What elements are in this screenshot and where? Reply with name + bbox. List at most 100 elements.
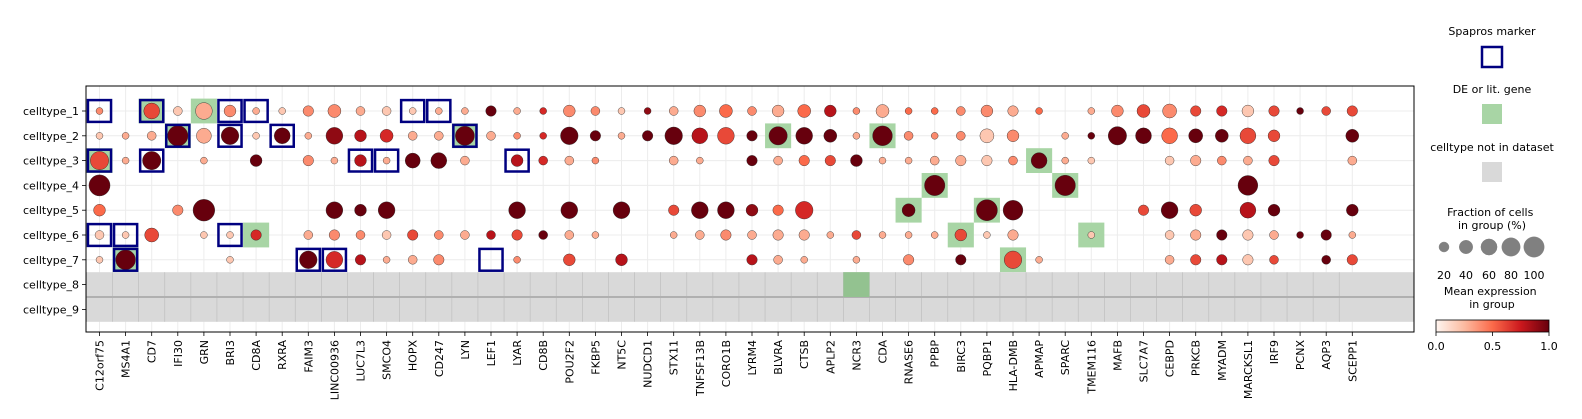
expression-dot [434, 230, 444, 240]
fraction-legend-label: 100 [1524, 269, 1545, 282]
expression-dot [192, 199, 215, 222]
expression-dot [355, 230, 366, 240]
x-tick-label: CDA [877, 340, 890, 364]
expression-dot [302, 155, 314, 167]
de-gene-cell [843, 272, 870, 297]
x-tick-label: PPBP [929, 340, 942, 368]
expression-dot [327, 104, 342, 118]
x-tick-label: NCR3 [850, 340, 863, 371]
expression-dot [772, 229, 784, 241]
expression-dot [1007, 229, 1019, 241]
x-tick-label: SLC7A7 [1138, 340, 1151, 382]
expression-dot [407, 229, 419, 241]
y-tick-labels: celltype_1 celltype_2 celltype_3 celltype_4… [23, 105, 86, 316]
expression-dot [773, 255, 783, 265]
expression-dot [1237, 175, 1258, 196]
expression-dot [1189, 204, 1202, 217]
expression-dot [1217, 155, 1227, 166]
spapros-marker-box [86, 222, 113, 248]
expression-dot [354, 204, 367, 217]
expression-dot [513, 132, 521, 140]
y-tick-label: celltype_4 [23, 179, 79, 192]
x-tick-label: MARCKSL1 [1242, 340, 1255, 399]
not-in-dataset-row [86, 297, 1414, 322]
expression-dot [1296, 231, 1304, 239]
fraction-size-legend: 20 40 60 80 100 [1437, 236, 1545, 282]
expression-dot [872, 125, 893, 146]
expression-dot [226, 231, 234, 239]
expression-dot [1164, 255, 1175, 265]
x-tick-label: APMAP [1033, 340, 1046, 378]
expression-dot [717, 127, 735, 145]
expression-dot [563, 253, 576, 266]
expression-dot [1087, 231, 1095, 239]
x-tick-label: LUC7L3 [355, 340, 368, 381]
expression-dot [223, 104, 237, 118]
expression-dot [878, 156, 887, 165]
expression-dot [850, 154, 863, 167]
expression-dot [1348, 231, 1356, 239]
expression-dot [1004, 250, 1022, 269]
legend-spapros-swatch [1480, 45, 1504, 69]
expression-dot [147, 131, 157, 141]
expression-dot [382, 256, 391, 264]
x-tick-label: POU2F2 [563, 340, 576, 384]
expression-dot [1268, 105, 1280, 117]
expression-dot [1320, 229, 1332, 241]
y-tick-label: celltype_9 [23, 303, 79, 316]
expression-dot [274, 127, 291, 144]
expression-dot [200, 156, 208, 165]
expression-dot [1346, 204, 1359, 217]
expression-dot [983, 231, 991, 239]
expression-dot [142, 151, 162, 170]
expression-dot [930, 155, 940, 166]
expression-dot [954, 228, 967, 242]
expression-dot [1321, 255, 1331, 265]
expression-dot [382, 156, 391, 165]
spapros-marker-box [165, 123, 191, 148]
x-tick-label: IFI30 [172, 340, 185, 367]
spapros-marker-box [138, 148, 165, 173]
expression-dot [95, 107, 104, 115]
x-tick-label: GRN [198, 340, 211, 364]
legend-spapros-title: Spapros marker [1448, 25, 1536, 38]
expression-dot [430, 152, 447, 169]
expression-dot [538, 155, 548, 166]
x-tick-label: AQP3 [1320, 340, 1333, 370]
not-in-dataset-row [86, 272, 1414, 297]
x-tick-label: NT5C [616, 340, 629, 370]
plot-frame [85, 85, 1415, 333]
expression-dot [144, 227, 159, 243]
fraction-legend-dot [1480, 238, 1498, 256]
expression-dot [325, 201, 343, 219]
y-tick-label: celltype_3 [23, 155, 79, 168]
expression-dot [924, 174, 946, 196]
expression-dot [221, 126, 239, 145]
expression-dot [379, 129, 394, 143]
expression-dot [695, 230, 705, 240]
expression-dot [354, 154, 367, 167]
x-tick-label: SMCO4 [381, 340, 394, 380]
expression-dot [511, 229, 523, 241]
expression-dot [875, 104, 890, 118]
x-tick-label: HLA-DMB [1007, 340, 1020, 391]
expression-dot [1006, 129, 1020, 142]
expression-dot [1345, 129, 1360, 143]
x-tick-label: PQBP1 [981, 340, 994, 376]
expression-dot [772, 204, 784, 216]
spapros-marker-box [243, 98, 269, 124]
x-tick-label: LINC00936 [328, 340, 341, 400]
expression-dot [433, 254, 445, 266]
expression-dot [589, 130, 601, 142]
expression-dot [798, 155, 810, 167]
x-tick-label: APLP2 [824, 340, 837, 374]
expression-dot [461, 107, 469, 115]
y-tick-label: celltype_2 [23, 130, 79, 143]
expression-dot [93, 204, 106, 217]
expression-dot [1190, 155, 1202, 167]
expression-dot [1138, 204, 1149, 216]
legend-fraction-title: Fraction of cells in group (%) [1447, 206, 1537, 232]
expression-dot [670, 231, 678, 239]
expression-dot [1216, 229, 1228, 241]
expression-dot [824, 155, 836, 167]
